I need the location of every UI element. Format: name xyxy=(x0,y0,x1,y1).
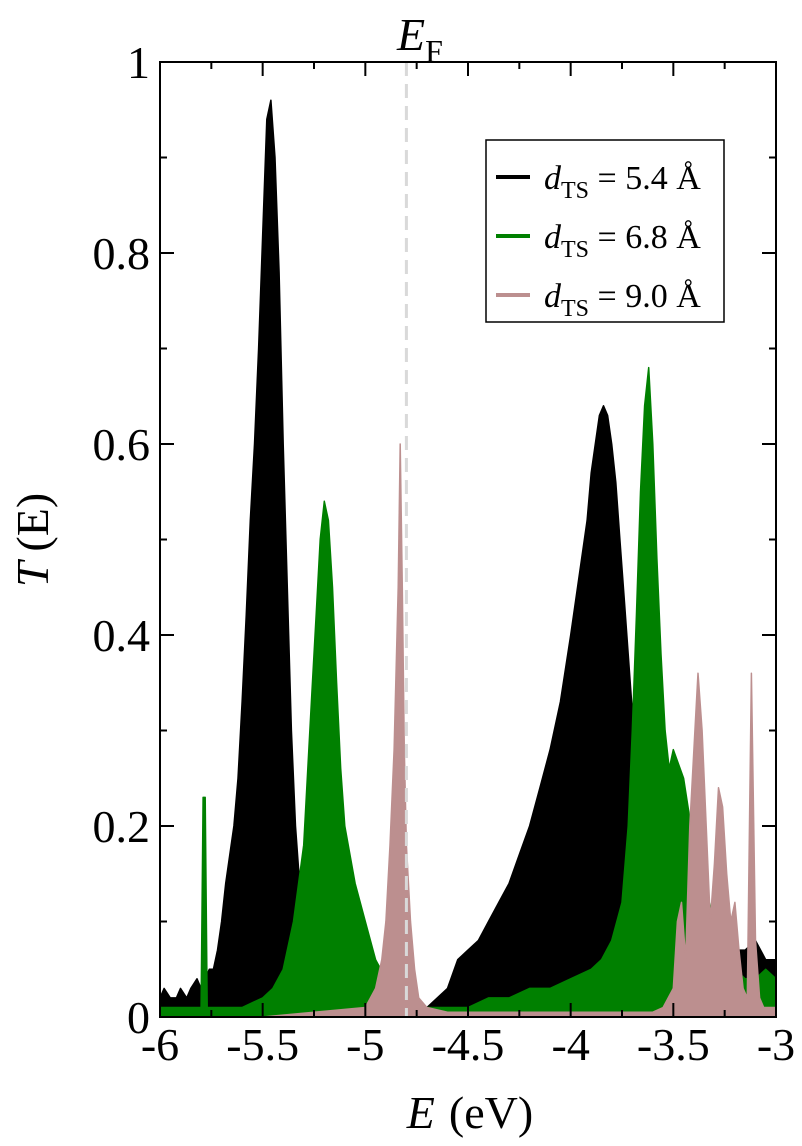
legend-entries: dTS = 5.4 Å dTS = 6.8 Å dTS = 9.0 Å xyxy=(496,160,701,322)
y-tick-labels: 0 0.2 0.4 0.6 0.8 1 xyxy=(93,37,151,1043)
x-tick-label-0: -6 xyxy=(141,1019,179,1070)
y-tick-label-5: 1 xyxy=(127,37,150,88)
x-tick-label-1: -5.5 xyxy=(226,1019,299,1070)
y-tick-label-4: 0.8 xyxy=(93,228,151,279)
x-tick-label-3: -4.5 xyxy=(432,1019,505,1070)
y-tick-label-2: 0.4 xyxy=(93,610,151,661)
y-axis-label: T(E) xyxy=(7,493,58,587)
series-area-2 xyxy=(160,366,776,1017)
y-tick-label-3: 0.6 xyxy=(93,419,151,470)
legend-label-3: dTS = 9.0 Å xyxy=(544,278,701,322)
x-tick-label-2: -5 xyxy=(346,1019,384,1070)
legend-label-2: dTS = 6.8 Å xyxy=(544,219,701,263)
legend: dTS = 5.4 Å dTS = 6.8 Å dTS = 9.0 Å xyxy=(485,139,725,323)
legend-box xyxy=(485,139,725,323)
y-tick-label-0: 0 xyxy=(127,992,150,1043)
fermi-level-label: EF xyxy=(396,9,443,69)
x-tick-label-5: -3.5 xyxy=(637,1019,710,1070)
axis-ticks xyxy=(159,61,777,1018)
legend-label-1: dTS = 5.4 Å xyxy=(544,160,701,204)
series-layer xyxy=(160,99,776,1017)
x-tick-labels: -6 -5.5 -5 -4.5 -4 -3.5 -3 xyxy=(141,1019,795,1070)
x-tick-label-4: -4 xyxy=(552,1019,590,1070)
series-area-3 xyxy=(160,443,776,1017)
y-tick-label-1: 0.2 xyxy=(93,801,151,852)
x-axis-label: E (eV) xyxy=(406,1087,533,1138)
x-tick-label-6: -3 xyxy=(757,1019,795,1070)
